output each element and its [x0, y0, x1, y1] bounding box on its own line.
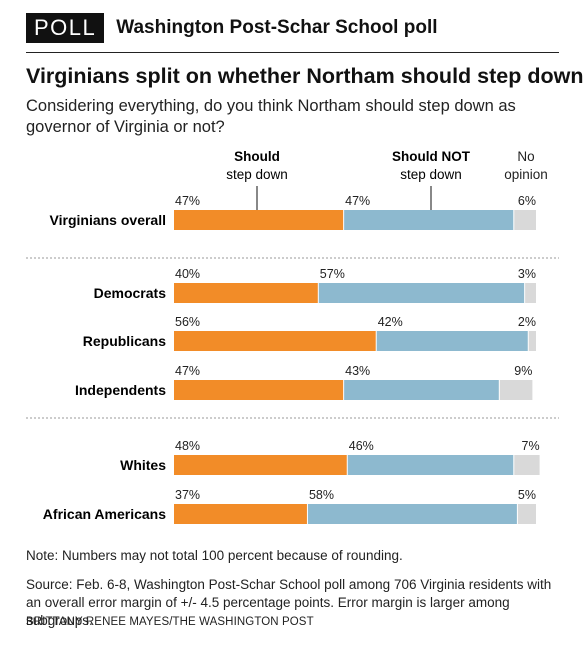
legend: Should step down Should NOT step down No… [226, 149, 548, 221]
bar-no-opinion [525, 283, 536, 303]
credit-line: BRITTANY RENEE MAYES/THE WASHINGTON POST [26, 616, 314, 628]
bar-no-opinion [499, 380, 533, 400]
bar-no-opinion [514, 455, 540, 475]
value-label-should-not: 46% [349, 439, 374, 453]
value-label-no-opinion: 7% [522, 439, 540, 453]
bar-should [174, 331, 376, 351]
value-label-no-opinion: 9% [514, 364, 532, 378]
bar-should [174, 283, 318, 303]
chart-title: Virginians split on whether Northam shou… [26, 64, 584, 88]
value-label-no-opinion: 3% [518, 267, 536, 281]
category-label: African Americans [43, 506, 166, 522]
header-rule [26, 52, 559, 53]
poll-question: Considering everything, do you think Nor… [26, 97, 516, 136]
poll-badge: POLL [26, 13, 105, 43]
bar-should [174, 380, 344, 400]
bar-should-not [318, 283, 525, 303]
category-label: Whites [120, 457, 166, 473]
value-label-should: 47% [175, 364, 200, 378]
bar-no-opinion [517, 504, 536, 524]
poll-header: POLL Washington Post-Schar School poll [26, 13, 438, 43]
footnote: Note: Numbers may not total 100 percent … [26, 548, 403, 563]
poll-source-name: Washington Post-Schar School poll [116, 17, 438, 38]
source-text: Source: Feb. 6-8, Washington Post-Schar … [26, 577, 552, 628]
bar-should-not [344, 210, 514, 230]
bar-should-not [344, 380, 499, 400]
bar-no-opinion [528, 331, 536, 351]
value-label-should: 48% [175, 439, 200, 453]
value-label-should-not: 43% [345, 364, 370, 378]
category-label: Independents [75, 382, 166, 398]
legend-shouldnot-bold: Should NOT [392, 149, 471, 164]
bars: Virginians overall 47% 47% 6% Democrats 40% 57… [26, 194, 559, 524]
value-label-should: 47% [175, 194, 200, 208]
value-label-should-not: 58% [309, 488, 334, 502]
value-label-should-not: 57% [320, 267, 345, 281]
value-label-no-opinion: 5% [518, 488, 536, 502]
category-label: Democrats [94, 285, 167, 301]
bar-should-not [347, 455, 514, 475]
value-label-should-not: 47% [345, 194, 370, 208]
value-label-should: 56% [175, 315, 200, 329]
legend-noop-line2: opinion [504, 167, 548, 182]
value-label-should: 37% [175, 488, 200, 502]
value-label-no-opinion: 6% [518, 194, 536, 208]
value-label-no-opinion: 2% [518, 315, 536, 329]
bar-should-not [307, 504, 517, 524]
legend-noop-line1: No [517, 149, 534, 164]
bar-should [174, 455, 347, 475]
bar-should [174, 210, 344, 230]
bar-should-not [376, 331, 528, 351]
value-label-should: 40% [175, 267, 200, 281]
bar-should [174, 504, 307, 524]
stacked-bar-chart: Should step down Should NOT step down No… [26, 149, 559, 524]
bar-no-opinion [514, 210, 536, 230]
legend-shouldnot-rest: step down [400, 167, 462, 182]
legend-should-bold: Should [234, 149, 280, 164]
value-label-should-not: 42% [378, 315, 403, 329]
category-label: Republicans [83, 333, 166, 349]
legend-should-rest: step down [226, 167, 288, 182]
category-label: Virginians overall [50, 212, 166, 228]
